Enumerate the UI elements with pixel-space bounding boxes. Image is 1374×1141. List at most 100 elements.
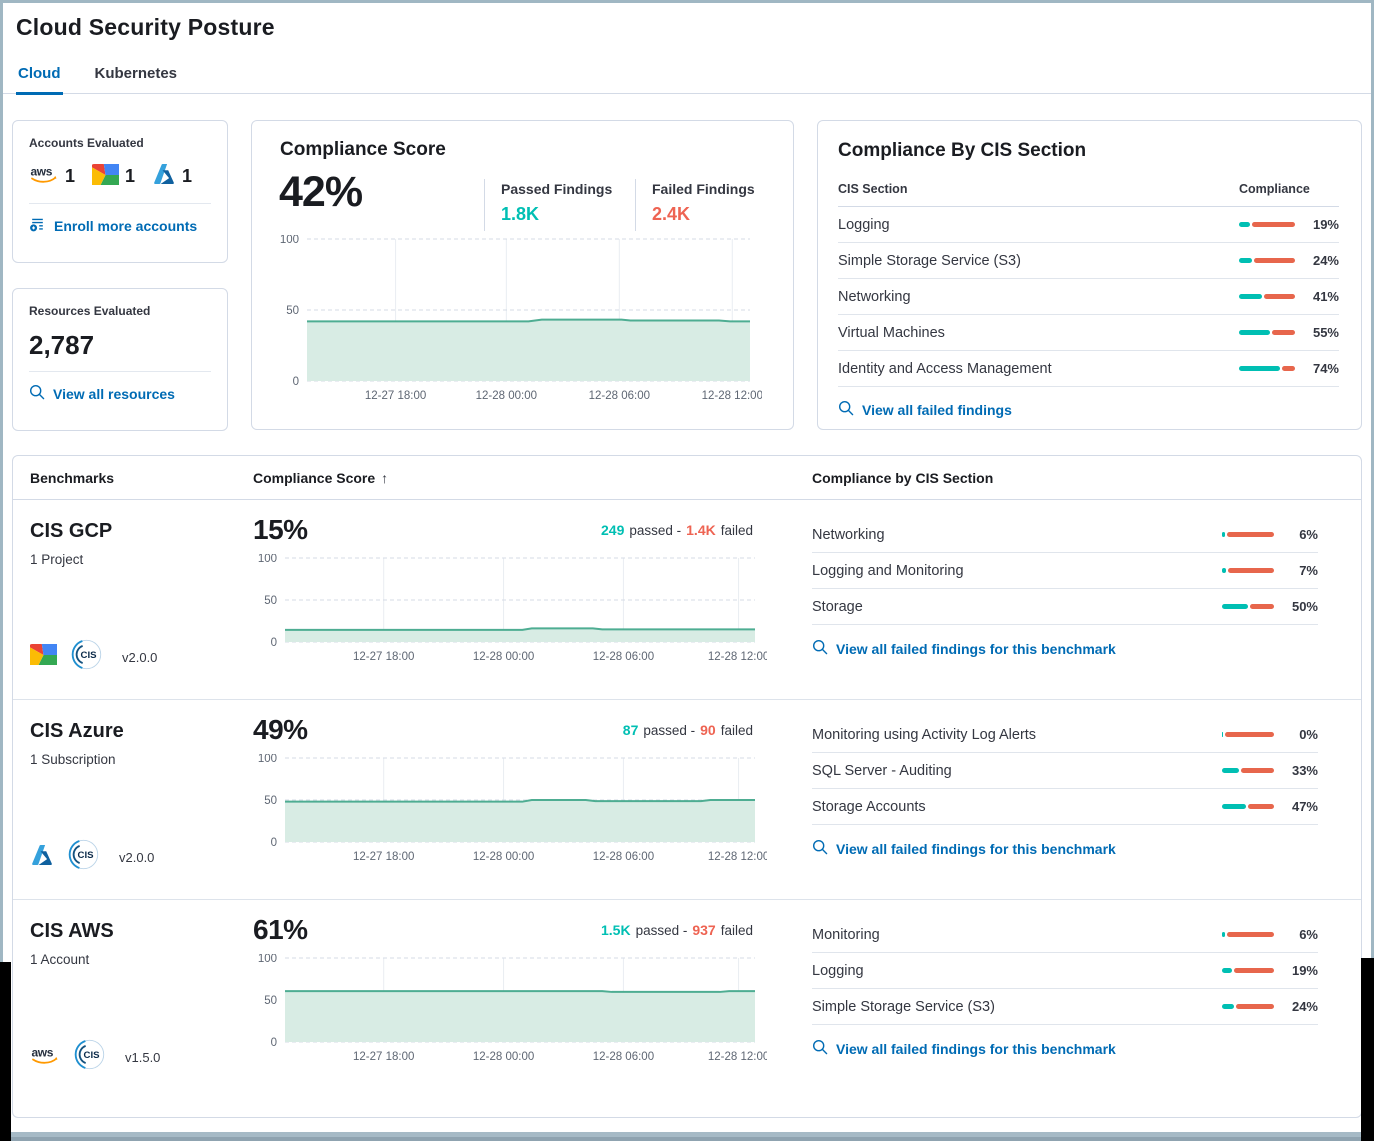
view-failed-findings-benchmark-link[interactable]: View all failed findings for this benchm… [812, 1039, 1116, 1058]
resources-evaluated-title: Resources Evaluated [29, 304, 151, 318]
failed-word: failed [720, 723, 753, 738]
compliance-pct: 6% [1299, 527, 1318, 542]
svg-text:12-27 18:00: 12-27 18:00 [365, 390, 426, 402]
view-all-failed-findings-label: View all failed findings [862, 401, 1012, 418]
compliance-score-column-header[interactable]: Compliance Score ↑ [253, 470, 812, 486]
benchmark-row-cis-azure: CIS Azure 1 Subscription CIS v2.0.0 49% … [13, 700, 1361, 900]
sort-ascending-icon: ↑ [381, 469, 389, 486]
benchmark-subtitle: 1 Subscription [30, 752, 116, 767]
benchmark-logos: aws CIS v1.5.0 [30, 1038, 160, 1076]
section-row: SQL Server - Auditing 33% [812, 753, 1318, 789]
compliance-pct: 47% [1291, 799, 1318, 814]
view-failed-findings-benchmark-label: View all failed findings for this benchm… [836, 640, 1116, 657]
cis-row-label: Simple Storage Service (S3) [838, 252, 1021, 269]
divider [29, 203, 211, 204]
benchmarks-table-card: Benchmarks Compliance Score ↑ Compliance … [12, 455, 1362, 1118]
compliance-bar [1239, 258, 1295, 263]
cis-row-s3: Simple Storage Service (S3) 24% [838, 243, 1339, 279]
benchmark-row-cis-gcp: CIS GCP 1 Project CIS v2.0.0 15% 249 pas… [13, 500, 1361, 700]
svg-text:100: 100 [280, 235, 299, 246]
benchmark-score-line: 15% 249 passed - 1.4K failed [253, 513, 753, 547]
failed-count: 1.4K [686, 522, 716, 538]
passed-word: passed - [629, 523, 682, 538]
summary-row: Accounts Evaluated aws 1 1 1 [0, 94, 1374, 431]
compliance-score-title: Compliance Score [280, 139, 446, 160]
tab-cloud[interactable]: Cloud [16, 61, 63, 95]
aws-icon: aws [30, 1044, 60, 1071]
svg-text:100: 100 [258, 754, 277, 765]
failed-count: 937 [692, 922, 716, 938]
cis-row-label: Logging [838, 216, 890, 233]
search-icon [29, 384, 45, 403]
compliance-bar [1222, 1004, 1274, 1009]
compliance-pct: 19% [1312, 217, 1339, 232]
aws-icon: aws [29, 163, 59, 190]
view-failed-findings-benchmark-link[interactable]: View all failed findings for this benchm… [812, 639, 1116, 658]
cis-logo-icon: CIS [73, 1038, 106, 1076]
svg-text:12-27 18:00: 12-27 18:00 [353, 851, 414, 863]
svg-text:0: 0 [271, 837, 277, 849]
section-row: Logging 19% [812, 953, 1318, 989]
compliance-column-header: Compliance [1239, 182, 1310, 196]
svg-text:CIS: CIS [81, 650, 98, 661]
tab-bar: Cloud Kubernetes [0, 61, 1374, 95]
compliance-bar [1222, 568, 1274, 573]
view-failed-findings-benchmark-link[interactable]: View all failed findings for this benchm… [812, 839, 1116, 858]
compliance-score-card: Compliance Score 42% Passed Findings 1.8… [251, 120, 794, 430]
svg-text:12-28 06:00: 12-28 06:00 [593, 651, 654, 663]
cis-card-title: Compliance By CIS Section [838, 140, 1087, 161]
failed-findings-label: Failed Findings [652, 181, 755, 197]
compliance-pct: 6% [1299, 927, 1318, 942]
svg-text:50: 50 [264, 995, 277, 1007]
section-label: SQL Server - Auditing [812, 762, 952, 779]
benchmark-version: v2.0.0 [122, 649, 158, 665]
cis-row-virtual-machines: Virtual Machines 55% [838, 315, 1339, 351]
benchmark-trend-chart: 12-27 18:00 12-28 00:00 12-28 06:00 12-28 1… [253, 553, 812, 672]
tab-kubernetes[interactable]: Kubernetes [94, 65, 178, 82]
benchmark-trend-chart: 12-27 18:00 12-28 00:00 12-28 06:00 12-28 1… [253, 753, 812, 872]
cis-table-header: CIS Section Compliance [838, 182, 1339, 207]
compliance-pct: 19% [1291, 963, 1318, 978]
failed-word: failed [720, 923, 753, 938]
search-icon [838, 400, 854, 419]
benchmark-version: v2.0.0 [119, 849, 155, 865]
benchmarks-column-header: Benchmarks [30, 469, 115, 486]
passed-count: 1.5K [601, 922, 631, 938]
resources-evaluated-card: Resources Evaluated 2,787 View all resou… [12, 288, 228, 431]
compliance-bar [1222, 732, 1274, 737]
azure-icon [30, 844, 54, 871]
aws-account-count: 1 [65, 166, 76, 186]
gcp-account-count: 1 [125, 166, 136, 186]
enroll-more-accounts-link[interactable]: Enroll more accounts [29, 216, 197, 236]
benchmark-score-cell: 61% 1.5K passed - 937 failed 12-27 18:00… [253, 900, 812, 1119]
cis-row-iam: Identity and Access Management 74% [838, 351, 1339, 387]
benchmark-sections-cell: Monitoring 6% Logging 19% Simple Storage… [812, 900, 1361, 1119]
compliance-pct: 55% [1312, 325, 1339, 340]
compliance-pct: 74% [1312, 361, 1339, 376]
view-failed-findings-benchmark-label: View all failed findings for this benchm… [836, 1040, 1116, 1057]
compliance-pct: 33% [1291, 763, 1318, 778]
benchmark-score-line: 49% 87 passed - 90 failed [253, 713, 753, 747]
compliance-bar [1239, 330, 1295, 335]
benchmark-name: CIS AWS [30, 920, 114, 942]
benchmark-score-cell: 49% 87 passed - 90 failed 12-27 18:00 12-… [253, 700, 812, 899]
view-all-resources-link[interactable]: View all resources [29, 384, 175, 403]
failed-findings-value: 2.4K [652, 204, 691, 224]
accounts-evaluated-card: Accounts Evaluated aws 1 1 1 [12, 120, 228, 263]
svg-text:12-28 00:00: 12-28 00:00 [473, 851, 534, 863]
page-header: Cloud Security Posture Cloud Kubernetes [0, 0, 1374, 95]
svg-text:0: 0 [271, 637, 277, 649]
section-row: Logging and Monitoring 7% [812, 553, 1318, 589]
passed-findings-label: Passed Findings [501, 181, 613, 197]
benchmark-sections-cell: Networking 6% Logging and Monitoring 7% … [812, 500, 1361, 699]
view-all-failed-findings-link[interactable]: View all failed findings [838, 400, 1339, 419]
compliance-bar [1222, 968, 1274, 973]
passed-word: passed - [635, 923, 688, 938]
benchmark-name-cell: CIS AWS 1 Account aws CIS v1.5.0 [30, 900, 253, 1119]
svg-text:50: 50 [264, 795, 277, 807]
view-all-resources-label: View all resources [53, 385, 175, 402]
svg-text:12-28 00:00: 12-28 00:00 [476, 390, 537, 402]
compliance-pct: 41% [1312, 289, 1339, 304]
passed-count: 87 [622, 722, 639, 738]
azure-icon [152, 163, 176, 190]
